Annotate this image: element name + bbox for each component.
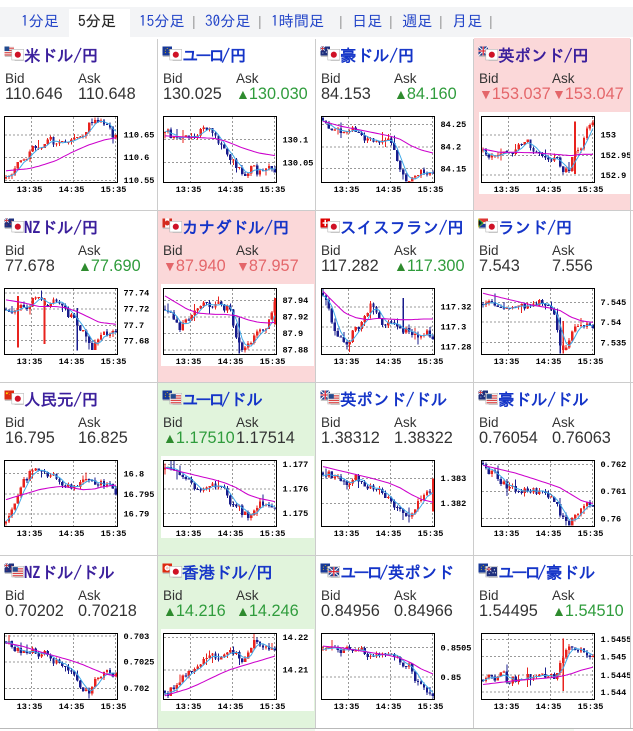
svg-text:77.72: 77.72	[124, 305, 150, 315]
svg-text:14:35: 14:35	[59, 529, 85, 539]
svg-text:16.79: 16.79	[124, 510, 150, 520]
svg-text:15:35: 15:35	[418, 702, 444, 712]
svg-text:1.382: 1.382	[441, 499, 467, 509]
svg-text:87.92: 87.92	[282, 313, 308, 323]
svg-text:13:35: 13:35	[334, 529, 360, 539]
svg-text:14.22: 14.22	[282, 633, 308, 643]
svg-text:13:35: 13:35	[17, 529, 43, 539]
svg-text:13:35: 13:35	[17, 702, 43, 712]
svg-text:14:35: 14:35	[376, 529, 402, 539]
svg-text:1.177: 1.177	[282, 460, 308, 470]
svg-text:13:35: 13:35	[175, 702, 201, 712]
svg-text:15:35: 15:35	[577, 357, 603, 367]
svg-text:13:35: 13:35	[175, 185, 201, 195]
svg-text:14.21: 14.21	[282, 666, 308, 676]
svg-text:13:35: 13:35	[493, 185, 519, 195]
svg-text:13:35: 13:35	[334, 702, 360, 712]
svg-text:14:35: 14:35	[59, 185, 85, 195]
svg-text:15:35: 15:35	[418, 357, 444, 367]
svg-text:13:35: 13:35	[493, 357, 519, 367]
svg-text:13:35: 13:35	[334, 357, 360, 367]
svg-text:15:35: 15:35	[259, 529, 285, 539]
svg-text:110.6: 110.6	[124, 153, 150, 163]
svg-text:13:35: 13:35	[17, 185, 43, 195]
svg-text:117.3: 117.3	[441, 323, 467, 333]
svg-text:117.28: 117.28	[441, 342, 472, 352]
svg-text:15:35: 15:35	[259, 702, 285, 712]
svg-text:15:35: 15:35	[577, 702, 603, 712]
svg-text:16.795: 16.795	[124, 490, 155, 500]
svg-text:15:35: 15:35	[101, 357, 127, 367]
svg-text:14:35: 14:35	[59, 357, 85, 367]
svg-text:0.702: 0.702	[124, 684, 150, 694]
svg-text:77.7: 77.7	[124, 321, 145, 331]
svg-text:14:35: 14:35	[376, 185, 402, 195]
svg-text:0.703: 0.703	[124, 633, 150, 642]
svg-text:14:35: 14:35	[535, 702, 561, 712]
svg-text:110.55: 110.55	[124, 176, 155, 186]
svg-text:13:35: 13:35	[334, 185, 360, 195]
svg-text:152.95: 152.95	[600, 151, 631, 161]
svg-text:15:35: 15:35	[418, 185, 444, 195]
svg-text:7.54: 7.54	[600, 318, 621, 328]
svg-text:1.175: 1.175	[282, 509, 308, 519]
svg-text:1.383: 1.383	[441, 474, 467, 484]
svg-text:130.1: 130.1	[282, 135, 308, 145]
svg-text:1.544: 1.544	[600, 688, 626, 698]
svg-text:77.68: 77.68	[124, 336, 150, 346]
svg-text:15:35: 15:35	[101, 529, 127, 539]
svg-text:117.32: 117.32	[441, 303, 472, 313]
svg-text:153: 153	[600, 131, 615, 141]
svg-text:1.545: 1.545	[600, 652, 626, 662]
svg-text:15:35: 15:35	[577, 185, 603, 195]
svg-text:152.9: 152.9	[600, 171, 626, 181]
svg-text:0.761: 0.761	[600, 487, 626, 497]
svg-text:0.85: 0.85	[441, 673, 462, 683]
svg-text:1.5455: 1.5455	[600, 635, 631, 645]
svg-text:14:35: 14:35	[59, 702, 85, 712]
svg-text:14:35: 14:35	[535, 185, 561, 195]
svg-text:15:35: 15:35	[259, 357, 285, 367]
svg-text:87.88: 87.88	[282, 346, 308, 356]
svg-text:14:35: 14:35	[535, 529, 561, 539]
svg-text:16.8: 16.8	[124, 469, 145, 479]
svg-text:87.9: 87.9	[282, 329, 303, 339]
svg-text:13:35: 13:35	[17, 357, 43, 367]
svg-text:7.545: 7.545	[600, 298, 626, 308]
svg-text:13:35: 13:35	[175, 357, 201, 367]
svg-text:84.15: 84.15	[441, 164, 467, 174]
svg-text:130.05: 130.05	[282, 158, 313, 168]
svg-text:14:35: 14:35	[535, 357, 561, 367]
svg-text:15:35: 15:35	[259, 185, 285, 195]
svg-text:13:35: 13:35	[493, 702, 519, 712]
svg-text:7.535: 7.535	[600, 338, 626, 348]
svg-text:14:35: 14:35	[376, 702, 402, 712]
svg-text:15:35: 15:35	[101, 185, 127, 195]
svg-text:1.5445: 1.5445	[600, 671, 631, 681]
svg-text:15:35: 15:35	[577, 529, 603, 539]
svg-text:15:35: 15:35	[418, 529, 444, 539]
svg-text:14:35: 14:35	[217, 185, 243, 195]
svg-text:13:35: 13:35	[175, 529, 201, 539]
svg-text:0.8505: 0.8505	[441, 643, 472, 653]
svg-text:14:35: 14:35	[217, 702, 243, 712]
svg-text:14:35: 14:35	[217, 357, 243, 367]
svg-text:110.65: 110.65	[124, 131, 155, 141]
svg-text:84.25: 84.25	[441, 120, 467, 130]
svg-text:0.76: 0.76	[600, 514, 621, 524]
svg-text:87.94: 87.94	[282, 296, 308, 306]
svg-text:13:35: 13:35	[493, 529, 519, 539]
svg-text:15:35: 15:35	[101, 702, 127, 712]
svg-text:77.74: 77.74	[124, 289, 150, 299]
svg-text:14:35: 14:35	[376, 357, 402, 367]
svg-text:0.762: 0.762	[600, 460, 626, 470]
svg-text:14:35: 14:35	[217, 529, 243, 539]
svg-text:0.7025: 0.7025	[124, 658, 155, 668]
svg-text:1.176: 1.176	[282, 485, 308, 495]
svg-text:84.2: 84.2	[441, 143, 462, 153]
